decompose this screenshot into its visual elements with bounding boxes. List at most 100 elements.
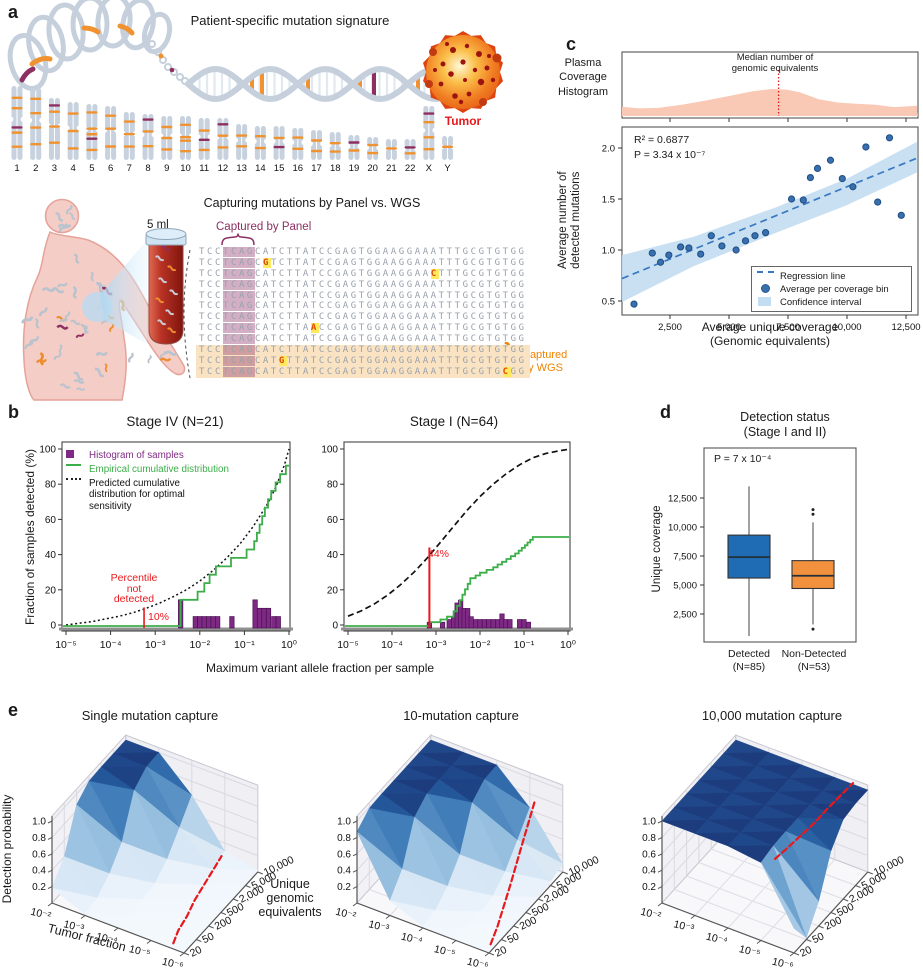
scatter-point (630, 300, 638, 308)
ecdf-line-icon (66, 463, 89, 466)
chromosome-ideogram: 6 (101, 106, 120, 174)
svg-text:1.0: 1.0 (642, 817, 656, 828)
c-legend: Regression line Average per coverage bin… (751, 266, 912, 312)
b-legend: Histogram of samples Empirical cumulativ… (66, 450, 246, 513)
svg-text:10,000: 10,000 (668, 523, 697, 534)
svg-text:0.6: 0.6 (337, 849, 351, 860)
chromosome-ideogram: 14 (251, 126, 270, 174)
svg-text:7,500: 7,500 (673, 552, 697, 563)
chromosome-ideogram: 13 (232, 124, 251, 174)
chromosome-ideogram: 17 (307, 130, 326, 174)
coverage-density (622, 89, 918, 116)
svg-text:40: 40 (45, 550, 57, 561)
svg-text:10⁻³: 10⁻³ (62, 918, 85, 935)
detection-limit-contour (489, 800, 536, 946)
svg-text:10⁻¹: 10⁻¹ (514, 639, 535, 651)
svg-text:18: 18 (330, 163, 341, 174)
captured-by-wgs-label: Captured by WGS (522, 349, 568, 374)
svg-text:60: 60 (327, 515, 339, 526)
e-y-axis-label: Unique genomic equivalents (258, 877, 322, 919)
cdf-plot: 0 20 40 60 80 100 10⁻⁵ 10⁻⁴ 10⁻³ 10⁻² 10⁻¹ 10⁰ (39, 441, 297, 651)
chromosome-ideogram: 20 (363, 137, 382, 174)
box-detected (727, 486, 771, 637)
scatter-point (677, 243, 685, 251)
stage4-title: Stage IV (N=21) (126, 414, 224, 429)
svg-text:10,000: 10,000 (872, 854, 906, 879)
svg-text:0.4: 0.4 (642, 866, 656, 877)
sequence-alignment: TCCTCAGCATCTTATCCGAGTGGAAGGAAATTTGCGTGTG… (199, 247, 527, 378)
c-x-axis-label: Average unique coverage (Genomic equival… (701, 320, 839, 349)
svg-text:50: 50 (810, 930, 826, 946)
svg-text:20: 20 (188, 944, 204, 960)
median-ge-label: Median number of genomic equivalents (731, 52, 819, 74)
svg-text:17: 17 (311, 163, 322, 174)
svg-text:6: 6 (108, 163, 113, 174)
scatter-point (741, 237, 750, 245)
svg-text:10⁻⁵: 10⁻⁵ (55, 639, 77, 651)
sequence-read: TCCTCAGCATCTTATCCGAGTGGAAGGAAATTTGCGTGTG… (199, 290, 527, 301)
surface-plot: 10⁻²10⁻³10⁻⁴10⁻⁵10⁻⁶20502005002,0005,000… (334, 733, 601, 971)
panel-d-label: d (660, 402, 671, 422)
chromosome-ideogram: 19 (345, 135, 363, 174)
svg-text:8: 8 (145, 163, 150, 174)
b-x-axis-label: Maximum variant allele fraction per samp… (205, 661, 435, 675)
capture-title: Capturing mutations by Panel vs. WGS (203, 196, 421, 210)
svg-text:10⁻³: 10⁻³ (672, 918, 695, 935)
svg-text:0.6: 0.6 (642, 849, 656, 860)
panel-c-label: c (566, 34, 577, 54)
legend-item-ci: Confidence interval (757, 297, 911, 308)
svg-text:19: 19 (349, 163, 360, 174)
tumor-image (423, 31, 503, 113)
scatter-point (732, 246, 740, 254)
chromosome-ideogram: 4 (64, 102, 82, 174)
svg-text:0.5: 0.5 (602, 297, 615, 308)
svg-text:2,500: 2,500 (673, 610, 697, 621)
svg-text:20: 20 (798, 944, 814, 960)
svg-text:2,500: 2,500 (658, 322, 682, 333)
legend-item-regression: Regression line (757, 271, 911, 282)
svg-text:0.4: 0.4 (337, 866, 351, 877)
detection-limit-contour (773, 782, 855, 860)
svg-text:4: 4 (71, 163, 76, 174)
boxplot-panel: 2,500 5,000 7,500 10,000 12,500 (668, 447, 857, 643)
scatter-point (838, 175, 846, 183)
svg-text:7: 7 (127, 163, 132, 174)
chromosome-ideogram: 1 (8, 86, 26, 174)
histogram-swatch-icon (66, 450, 89, 458)
d-y-axis-label: Unique coverage (651, 505, 663, 593)
svg-text:100: 100 (39, 445, 56, 456)
svg-text:0.2: 0.2 (642, 882, 656, 893)
svg-text:10,000: 10,000 (262, 854, 296, 879)
svg-text:10⁻⁶: 10⁻⁶ (161, 956, 185, 971)
svg-text:100: 100 (321, 445, 338, 456)
magnify-beam (100, 240, 147, 344)
sequence-read: TCCTCAGCATCTTATCCGAGTGGAAGGAAATTTGCGTGTG… (199, 301, 527, 312)
coverage-dot-icon (757, 284, 780, 293)
svg-text:10,000: 10,000 (832, 322, 861, 333)
scatter-point (761, 229, 770, 237)
scatter-point (751, 232, 759, 240)
svg-text:10⁰: 10⁰ (281, 639, 297, 651)
e-title-10000: 10,000 mutation capture (701, 708, 843, 723)
svg-text:0: 0 (50, 621, 56, 632)
sequence-read: TCCTCAGCATCTTATCCGAGTGGAAGGAAATTTGCGTGTG… (199, 345, 527, 356)
scatter-point (897, 211, 905, 219)
svg-text:5,000: 5,000 (673, 581, 697, 592)
c-y-axis-label: Average number of detected mutations (556, 171, 582, 270)
scatter-point (849, 183, 857, 191)
svg-text:10⁻²: 10⁻² (470, 639, 491, 651)
legend-histogram-label: Histogram of samples (89, 450, 184, 461)
svg-text:50: 50 (200, 930, 216, 946)
svg-text:5,000: 5,000 (717, 322, 741, 333)
scatter-point (648, 249, 656, 257)
regression-line-icon (757, 271, 780, 273)
p-value-d: P = 7 x 10⁻⁴ (714, 453, 772, 465)
svg-text:10⁻²: 10⁻² (639, 906, 662, 923)
svg-text:12,500: 12,500 (668, 494, 697, 505)
chromosome-ideogram: 10 (176, 116, 195, 174)
chromosome-ideogram: Y (438, 136, 457, 174)
svg-text:10⁻⁶: 10⁻⁶ (466, 956, 490, 971)
svg-text:60: 60 (45, 515, 57, 526)
